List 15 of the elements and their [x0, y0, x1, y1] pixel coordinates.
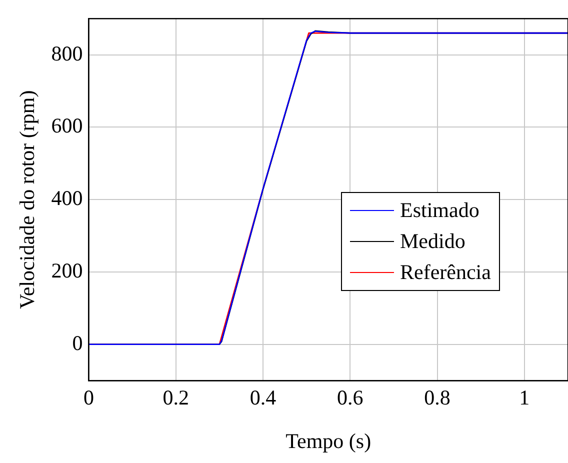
x-tick-label: 1 [519, 386, 530, 410]
x-tick-label: 0.2 [162, 386, 189, 410]
y-tick-label: 600 [51, 114, 83, 138]
y-tick-label: 200 [51, 258, 83, 283]
x-axis-title: Tempo (s) [286, 428, 372, 453]
y-tick-label: 400 [51, 186, 83, 210]
x-tick-label: 0.8 [424, 386, 450, 410]
x-tick-label: 0.6 [337, 386, 364, 410]
x-tick-label: 0.4 [250, 386, 277, 410]
y-tick-label: 800 [51, 41, 83, 66]
y-axis-title: Velocidade do rotor (rpm) [15, 90, 40, 309]
legend-label: Medido [400, 229, 466, 254]
y-tick-label: 0 [72, 330, 83, 355]
legend-label: Referência [400, 260, 491, 286]
legend-label: Estimado [400, 198, 480, 224]
